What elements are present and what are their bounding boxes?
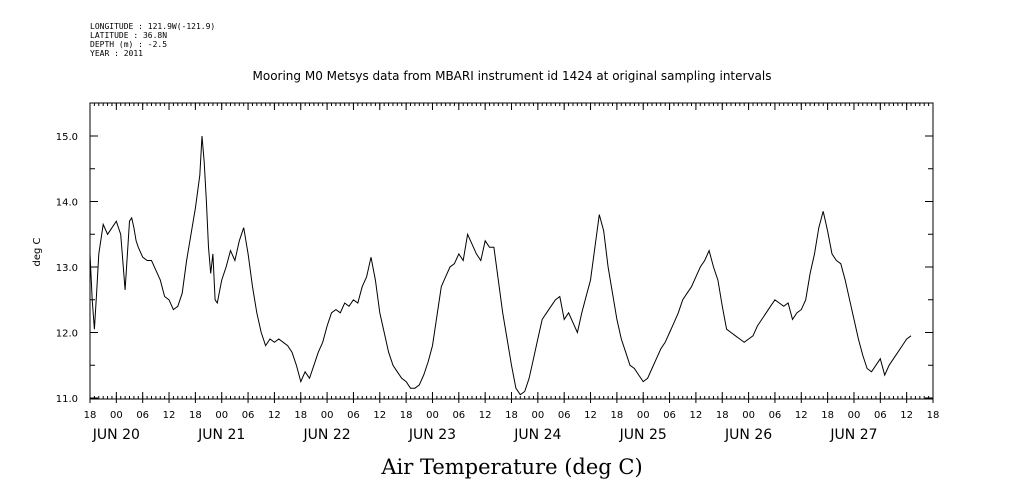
x-hour-tick-label: 12 bbox=[479, 410, 492, 421]
x-hour-tick-label: 18 bbox=[927, 410, 940, 421]
x-hour-tick-label: 18 bbox=[716, 410, 729, 421]
x-hour-tick-label: 12 bbox=[900, 410, 913, 421]
x-hour-tick-label: 18 bbox=[505, 410, 518, 421]
x-date-label: JUN 21 bbox=[197, 427, 245, 443]
x-hour-tick-label: 06 bbox=[136, 410, 149, 421]
x-hour-tick-label: 00 bbox=[848, 410, 861, 421]
axis-tick-labels: 18 00 06 12 18 00 06 12 18 00 06 12 18 00 06 12 18 00 06 12… bbox=[56, 132, 940, 443]
x-hour-tick-label: 12 bbox=[373, 410, 386, 421]
year-text: YEAR : 2011 bbox=[90, 49, 143, 58]
latitude-text: LATITUDE : 36.8N bbox=[90, 31, 168, 40]
x-hour-tick-label: 06 bbox=[663, 410, 676, 421]
x-hour-tick-label: 12 bbox=[163, 410, 176, 421]
x-hour-tick-label: 00 bbox=[215, 410, 228, 421]
x-date-label: JUN 23 bbox=[408, 427, 456, 443]
x-hour-tick-label: 12 bbox=[795, 410, 808, 421]
x-axis-label: Air Temperature (deg C) bbox=[380, 455, 642, 479]
chart-title: Mooring M0 Metsys data from MBARI instru… bbox=[253, 69, 772, 83]
x-hour-tick-label: 06 bbox=[347, 410, 360, 421]
x-hour-tick-label: 18 bbox=[84, 410, 97, 421]
x-hour-tick-label: 06 bbox=[452, 410, 465, 421]
x-hour-tick-label: 12 bbox=[584, 410, 597, 421]
x-date-label: JUN 27 bbox=[829, 427, 877, 443]
x-hour-tick-label: 18 bbox=[821, 410, 834, 421]
y-tick-label: 13.0 bbox=[56, 263, 78, 274]
x-hour-tick-label: 06 bbox=[242, 410, 255, 421]
y-axis-label: deg C bbox=[32, 237, 43, 266]
x-hour-tick-label: 00 bbox=[531, 410, 544, 421]
x-date-label: JUN 26 bbox=[724, 427, 772, 443]
x-hour-tick-label: 06 bbox=[558, 410, 571, 421]
air-temperature-series-line bbox=[89, 135, 912, 396]
x-date-label: JUN 22 bbox=[303, 427, 351, 443]
x-hour-tick-label: 18 bbox=[294, 410, 307, 421]
x-hour-tick-label: 18 bbox=[400, 410, 413, 421]
x-hour-tick-label: 00 bbox=[742, 410, 755, 421]
x-date-label: JUN 20 bbox=[92, 427, 140, 443]
depth-text: DEPTH (m) : -2.5 bbox=[90, 40, 168, 49]
x-hour-tick-label: 18 bbox=[189, 410, 202, 421]
x-hour-tick-label: 00 bbox=[637, 410, 650, 421]
y-tick-label: 15.0 bbox=[56, 132, 78, 143]
x-hour-tick-label: 00 bbox=[426, 410, 439, 421]
x-date-label: JUN 24 bbox=[513, 427, 561, 443]
y-tick-label: 12.0 bbox=[56, 329, 78, 340]
x-hour-tick-label: 12 bbox=[268, 410, 281, 421]
x-hour-tick-label: 12 bbox=[690, 410, 703, 421]
x-date-label: JUN 25 bbox=[619, 427, 667, 443]
x-hour-tick-label: 00 bbox=[321, 410, 334, 421]
metadata-block: LONGITUDE : 121.9W(-121.9) LATITUDE : 36… bbox=[90, 22, 215, 58]
x-hour-tick-label: 18 bbox=[611, 410, 624, 421]
axis-ticks bbox=[89, 103, 934, 403]
y-tick-label: 14.0 bbox=[56, 198, 78, 209]
x-hour-tick-label: 00 bbox=[110, 410, 123, 421]
longitude-text: LONGITUDE : 121.9W(-121.9) bbox=[90, 22, 216, 31]
x-hour-tick-label: 06 bbox=[874, 410, 887, 421]
plot-frame bbox=[89, 102, 934, 400]
x-hour-tick-label: 06 bbox=[769, 410, 782, 421]
y-tick-label: 11.0 bbox=[56, 394, 78, 405]
